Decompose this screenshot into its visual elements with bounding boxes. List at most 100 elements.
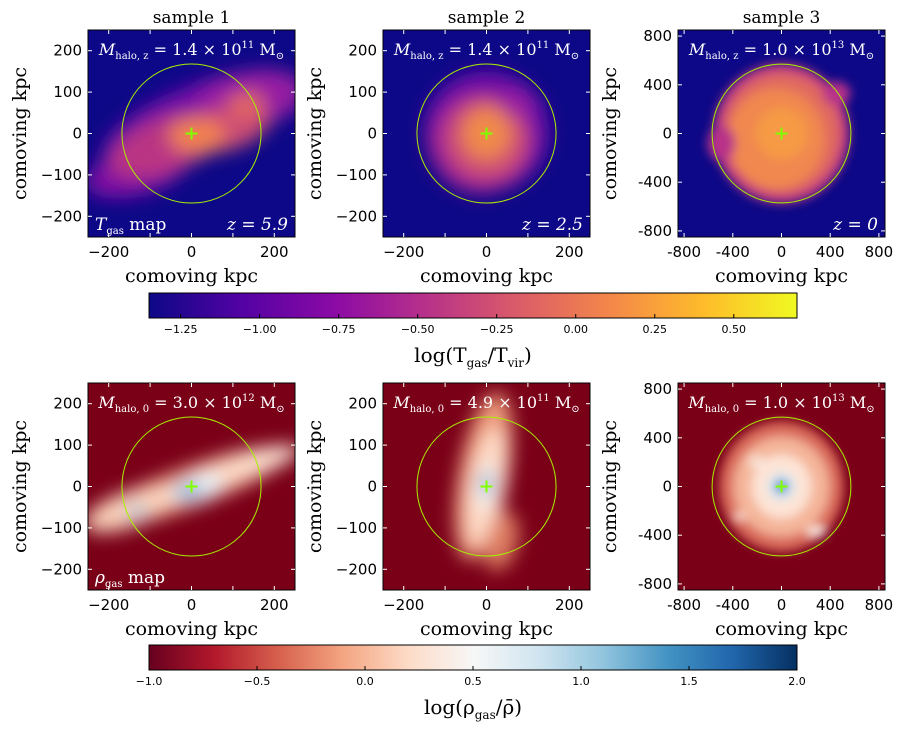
x-axis-label: comoving kpc: [420, 265, 553, 287]
y-tick-label: 0: [72, 478, 82, 496]
colorbar-tick-label: −1.25: [164, 323, 198, 336]
colorbar: −1.25 −1.00 −0.75 −0.50 −0.25 0.00 0.25 0.50 log…: [148, 292, 798, 370]
panel-title: sample 1: [153, 8, 231, 28]
x-tick-label: -400: [716, 243, 750, 261]
colorbar-gradient: [148, 292, 798, 319]
panel-title: sample 2: [448, 8, 526, 28]
virial-radius-circle: [416, 416, 557, 557]
x-tick-label: 0: [482, 243, 492, 261]
halo-center-marker: [480, 127, 493, 140]
x-tick-label: -400: [716, 596, 750, 614]
x-tick-label: 0: [187, 243, 197, 261]
y-axis-label: comoving kpc: [9, 420, 31, 553]
x-tick-label: −200: [383, 243, 424, 261]
colorbar-label: log(Tgas/Tvir): [414, 343, 532, 370]
map-image: [88, 383, 295, 590]
y-tick-label: 0: [662, 478, 672, 496]
x-tick-label: 400: [816, 243, 845, 261]
y-tick-label: 400: [643, 76, 672, 94]
halo-center-marker: [775, 480, 788, 493]
x-tick-label: −200: [383, 596, 424, 614]
y-tick-label: 200: [53, 395, 82, 413]
colorbar-tick-label: −0.25: [480, 323, 514, 336]
y-tick-label: 0: [367, 478, 377, 496]
x-tick-label: 200: [555, 243, 584, 261]
x-axis-label: comoving kpc: [715, 618, 848, 640]
gas-structure: [88, 444, 295, 533]
x-tick-label: 0: [777, 243, 787, 261]
x-axis-label: comoving kpc: [715, 265, 848, 287]
x-tick-label: 0: [187, 596, 197, 614]
colorbar-label: log(ρgas/ρ̄): [424, 695, 522, 722]
halo-mass-label: Mhalo, 0 = 4.9 × 1011 M⊙: [392, 393, 579, 415]
halo-center-marker: [480, 480, 493, 493]
halo-mass-label: Mhalo, z = 1.4 × 1011 M⊙: [98, 40, 284, 62]
y-tick-label: -800: [638, 575, 672, 593]
y-tick-label: 100: [53, 83, 82, 101]
colorbar-tick-label: 0.50: [722, 323, 747, 336]
x-tick-label: 800: [865, 243, 894, 261]
x-tick-label: 0: [777, 596, 787, 614]
x-tick-label: 200: [555, 596, 584, 614]
y-tick-label: −200: [41, 560, 82, 578]
x-tick-label: −200: [88, 243, 129, 261]
y-tick-label: −100: [336, 519, 377, 537]
virial-radius-circle: [121, 63, 262, 204]
halo-center-marker: [185, 480, 198, 493]
colorbar-tick-label: 0.00: [563, 323, 588, 336]
virial-radius-circle: [121, 416, 262, 557]
y-tick-label: 0: [367, 125, 377, 143]
halo-mass-label: Mhalo, 0 = 3.0 × 1012 M⊙: [97, 393, 284, 415]
y-tick-label: -400: [638, 173, 672, 191]
y-tick-label: −200: [41, 207, 82, 225]
y-tick-label: 800: [643, 27, 672, 45]
map-type-label: ρgas map: [94, 568, 165, 590]
halo-mass-label: Mhalo, z = 1.4 × 1011 M⊙: [393, 40, 579, 62]
redshift-label: z = 2.5: [521, 215, 583, 235]
halo-mass-label: Mhalo, z = 1.0 × 1013 M⊙: [688, 40, 874, 62]
x-axis-label: comoving kpc: [420, 618, 553, 640]
y-tick-label: 0: [72, 125, 82, 143]
map-panel: -800 -400 0 400 800 -800 -400 0 400 800 comoving k…: [599, 380, 893, 640]
virial-radius-circle: [711, 63, 852, 204]
y-axis-label: comoving kpc: [9, 67, 31, 200]
y-tick-label: -400: [638, 526, 672, 544]
redshift-label: z = 0: [832, 215, 878, 235]
map-type-label: Tgas map: [95, 215, 167, 237]
y-axis-label: comoving kpc: [599, 67, 621, 200]
virial-radius-circle: [416, 63, 557, 204]
map-image: [383, 30, 590, 237]
x-tick-label: 0: [482, 596, 492, 614]
halo-center-marker: [775, 127, 788, 140]
gas-structure: [88, 69, 295, 199]
y-tick-label: 400: [643, 429, 672, 447]
y-tick-label: -800: [638, 222, 672, 240]
x-tick-label: −200: [88, 596, 129, 614]
y-axis-label: comoving kpc: [304, 67, 326, 200]
y-tick-label: −200: [336, 207, 377, 225]
x-tick-label: 200: [260, 596, 289, 614]
y-tick-label: −100: [41, 166, 82, 184]
y-tick-label: 100: [348, 436, 377, 454]
x-axis-label: comoving kpc: [125, 265, 258, 287]
colorbar: −1.0 −0.5 0.0 0.5 1.0 1.5 2.0 log(ρgas/ρ̄): [136, 644, 806, 722]
colorbar-gradient: [148, 644, 798, 671]
virial-radius-circle: [711, 416, 852, 557]
x-tick-label: 800: [865, 596, 894, 614]
y-tick-label: 200: [348, 42, 377, 60]
y-tick-label: 100: [348, 83, 377, 101]
redshift-label: z = 5.9: [226, 215, 288, 235]
map-image: [88, 30, 295, 237]
colorbar-tick-label: 0.5: [464, 675, 482, 688]
colorbar-tick-label: 0.25: [643, 323, 668, 336]
x-tick-label: -800: [667, 243, 701, 261]
colorbar-tick-label: −0.5: [244, 675, 271, 688]
colorbar-tick-label: 0.0: [356, 675, 374, 688]
y-axis-label: comoving kpc: [304, 420, 326, 553]
y-axis-label: comoving kpc: [599, 420, 621, 553]
